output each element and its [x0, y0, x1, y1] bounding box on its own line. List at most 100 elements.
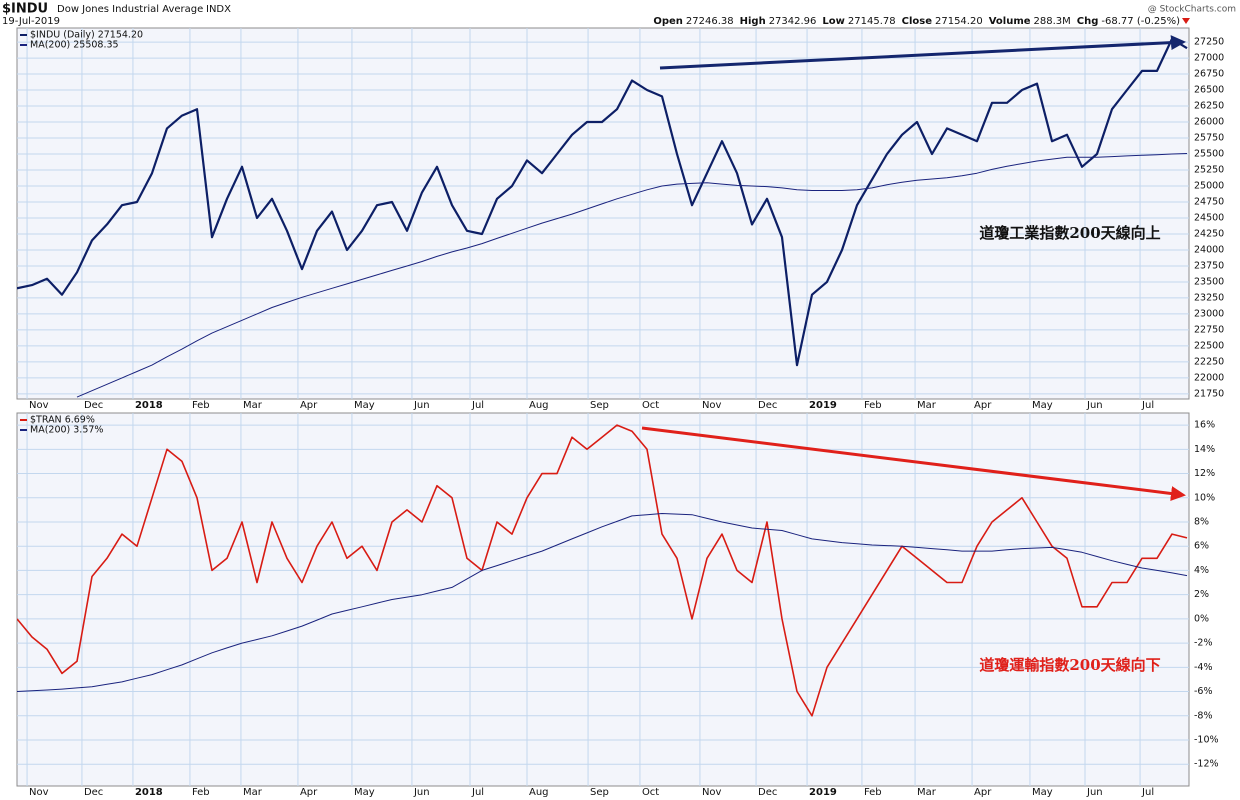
- y-tick-label: 25500: [1194, 149, 1224, 160]
- x-tick-label: Apr: [974, 400, 992, 411]
- x-tick-label: Sep: [590, 400, 609, 411]
- x-tick-label: Feb: [192, 787, 210, 798]
- quote-value: 27145.78: [848, 16, 896, 27]
- x-tick-label: May: [1032, 787, 1053, 798]
- quote-label: Close: [902, 16, 933, 27]
- y-tick-label: 10%: [1194, 492, 1215, 503]
- y-tick-label: 24750: [1194, 196, 1224, 207]
- annotation: 道瓊工業指數200天線向上: [979, 224, 1160, 242]
- y-tick-label: 24500: [1194, 212, 1224, 223]
- x-tick-label: Apr: [300, 787, 318, 798]
- x-tick-label: Jul: [471, 400, 484, 411]
- date: 19-Jul-2019: [2, 16, 60, 27]
- x-tick-label: Jul: [471, 787, 484, 798]
- quote-value: -68.77 (-0.25%): [1101, 16, 1180, 27]
- x-tick-label: Apr: [974, 787, 992, 798]
- quote-value: 288.3M: [1034, 16, 1071, 27]
- x-tick-label: Nov: [702, 787, 722, 798]
- quote-label: High: [740, 16, 766, 27]
- x-tick-label: Nov: [29, 400, 49, 411]
- x-tick-label: Jul: [1141, 787, 1154, 798]
- legend-label: $TRAN 6.69%: [30, 415, 95, 426]
- y-tick-label: 22250: [1194, 356, 1224, 367]
- x-tick-label: Jun: [1086, 400, 1103, 411]
- x-tick-label: 2019: [809, 787, 837, 798]
- y-tick-label: 25750: [1194, 133, 1224, 144]
- y-tick-label: 24000: [1194, 244, 1224, 255]
- x-tick-label: Apr: [300, 400, 318, 411]
- exchange: INDX: [206, 4, 231, 15]
- y-tick-label: 27000: [1194, 53, 1224, 64]
- y-tick-label: 22500: [1194, 340, 1224, 351]
- x-tick-label: Mar: [243, 400, 263, 411]
- quote-label: Chg: [1077, 16, 1099, 27]
- x-tick-label: Dec: [758, 787, 777, 798]
- quote-label: Low: [822, 16, 844, 27]
- y-tick-label: 26500: [1194, 85, 1224, 96]
- x-tick-label: May: [354, 400, 375, 411]
- y-tick-label: 14%: [1194, 444, 1215, 455]
- legend-label: $INDU (Daily) 27154.20: [30, 30, 143, 41]
- y-tick-label: 22000: [1194, 372, 1224, 383]
- y-tick-label: -12%: [1194, 759, 1219, 770]
- x-tick-label: May: [354, 787, 375, 798]
- y-tick-label: 6%: [1194, 541, 1209, 552]
- plot-area: [16, 412, 1190, 787]
- y-tick-label: 2%: [1194, 589, 1209, 600]
- x-tick-label: Aug: [529, 787, 549, 798]
- quote-value: 27154.20: [935, 16, 983, 27]
- symbol: $INDU: [2, 2, 48, 17]
- quote-label: Volume: [989, 16, 1031, 27]
- y-tick-label: 23000: [1194, 308, 1224, 319]
- y-tick-label: 26750: [1194, 69, 1224, 80]
- quote-value: 27342.96: [769, 16, 817, 27]
- annotation: 道瓊運輸指數200天線向下: [979, 656, 1160, 674]
- x-tick-label: Feb: [864, 400, 882, 411]
- y-tick-label: -10%: [1194, 734, 1219, 745]
- x-tick-label: Sep: [590, 787, 609, 798]
- x-tick-label: 2018: [135, 400, 163, 411]
- x-tick-label: Mar: [917, 400, 937, 411]
- y-tick-label: 8%: [1194, 516, 1209, 527]
- copyright: @ StockCharts.com: [1148, 5, 1236, 15]
- quote-bar: Open 27246.38 High 27342.96 Low 27145.78 Close…: [653, 16, 1180, 27]
- x-tick-label: Nov: [29, 787, 49, 798]
- quote-value: 27246.38: [686, 16, 734, 27]
- y-tick-label: 25250: [1194, 165, 1224, 176]
- instrument-name: Dow Jones Industrial Average: [57, 4, 203, 15]
- y-tick-label: 25000: [1194, 180, 1224, 191]
- x-tick-label: 2019: [809, 400, 837, 411]
- plot-layer: 21750 22000 22250 22500 22750 23000 23250 23500…: [17, 28, 1224, 798]
- x-tick-label: May: [1032, 400, 1053, 411]
- x-tick-label: Jun: [1086, 787, 1103, 798]
- y-tick-label: 26250: [1194, 101, 1224, 112]
- x-tick-label: 2018: [135, 787, 163, 798]
- x-tick-label: Dec: [758, 400, 777, 411]
- x-tick-label: Feb: [864, 787, 882, 798]
- y-tick-label: 27250: [1194, 37, 1224, 48]
- x-tick-label: Mar: [917, 787, 937, 798]
- series-line: [76, 153, 1188, 398]
- x-tick-label: Dec: [84, 400, 103, 411]
- series-line: [17, 37, 1188, 367]
- x-tick-label: Jun: [413, 400, 430, 411]
- legend-label: MA(200) 25508.35: [30, 40, 119, 51]
- quote-label: Open: [653, 16, 683, 27]
- x-tick-label: Feb: [192, 400, 210, 411]
- x-tick-label: Oct: [642, 787, 659, 798]
- y-tick-label: -6%: [1194, 686, 1213, 697]
- trend-arrow: [659, 35, 1186, 70]
- x-tick-label: Jun: [413, 787, 430, 798]
- y-tick-label: 23750: [1194, 260, 1224, 271]
- y-tick-label: -2%: [1194, 638, 1213, 649]
- y-tick-label: 12%: [1194, 468, 1215, 479]
- y-tick-label: 26000: [1194, 117, 1224, 128]
- y-tick-label: 4%: [1194, 565, 1209, 576]
- y-tick-label: 22750: [1194, 324, 1224, 335]
- x-tick-label: Mar: [243, 787, 263, 798]
- y-tick-label: -8%: [1194, 710, 1213, 721]
- x-tick-label: Oct: [642, 400, 659, 411]
- y-tick-label: 23500: [1194, 276, 1224, 287]
- y-tick-label: -4%: [1194, 662, 1213, 673]
